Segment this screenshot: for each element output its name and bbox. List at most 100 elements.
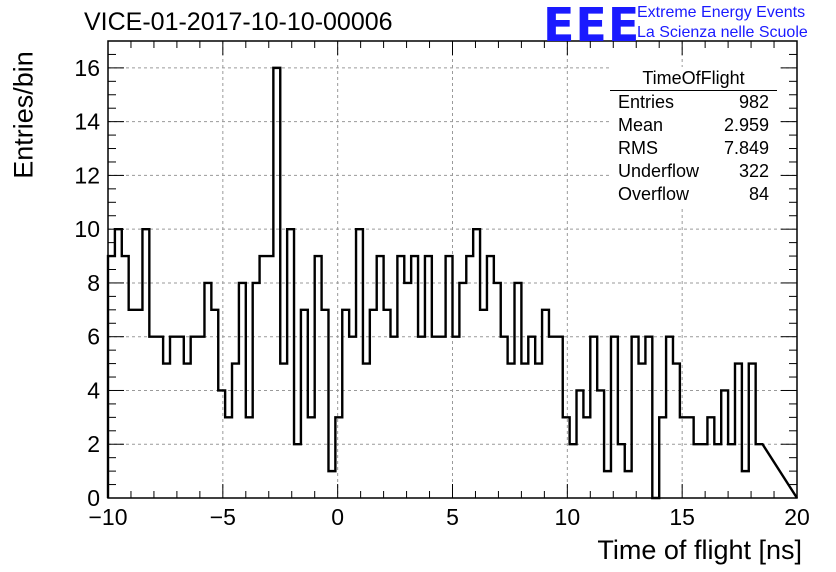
x-axis-label: Time of flight [ns] xyxy=(597,535,802,565)
histogram-bin xyxy=(384,310,391,498)
histogram-bin xyxy=(577,390,584,498)
histogram-bin xyxy=(273,68,280,498)
histogram-bin xyxy=(590,337,597,498)
histogram-bin xyxy=(687,417,694,498)
stats-value: 322 xyxy=(738,161,769,181)
histogram-bin xyxy=(556,337,563,498)
histogram-bin xyxy=(377,256,384,498)
histogram-bin xyxy=(597,390,604,498)
histogram-bin xyxy=(473,229,480,498)
histogram-bin xyxy=(335,417,342,498)
histogram-bin xyxy=(356,229,363,498)
histogram-bin xyxy=(342,310,349,498)
histogram-bin xyxy=(680,417,687,498)
histogram-bin xyxy=(570,444,577,498)
stats-value: 84 xyxy=(748,184,769,204)
histogram-bin xyxy=(666,337,673,498)
histogram-bin xyxy=(721,390,728,498)
plot-frame xyxy=(107,40,798,499)
stats-row-overflow: Overflow 84 xyxy=(610,183,777,206)
histogram-bin xyxy=(301,310,308,498)
histogram-bin xyxy=(749,364,756,498)
histogram-bin xyxy=(211,310,218,498)
histogram-bin xyxy=(501,337,508,498)
histogram-bin xyxy=(714,444,721,498)
histogram-bin xyxy=(756,444,763,498)
histogram-bin xyxy=(425,256,432,498)
y-tick-label: 12 xyxy=(74,162,100,188)
x-tick-label: 10 xyxy=(555,504,581,530)
histogram-bin xyxy=(397,256,404,498)
histogram-bin xyxy=(735,364,742,498)
histogram-bin xyxy=(232,364,239,498)
histogram-bin xyxy=(611,337,618,498)
histogram-bin xyxy=(618,444,625,498)
y-tick-label: 14 xyxy=(74,109,100,135)
histogram-bin xyxy=(466,256,473,498)
logo-line-2: La Scienza nelle Scuole xyxy=(637,24,808,41)
histogram-bin xyxy=(184,364,191,498)
histogram-bin xyxy=(418,337,425,498)
histogram-bin xyxy=(328,471,335,498)
eee-logo: EEE xyxy=(543,0,641,52)
histogram-bin xyxy=(639,364,646,498)
y-axis-label: Entries/bin xyxy=(8,51,39,179)
logo-line-1: Extreme Energy Events xyxy=(637,4,806,21)
histogram-bin xyxy=(287,229,294,498)
stats-row-entries: Entries 982 xyxy=(610,91,777,114)
histogram-bin xyxy=(528,337,535,498)
histogram-bin xyxy=(253,283,260,498)
histogram-bin xyxy=(156,337,163,498)
histogram-bin xyxy=(521,364,528,498)
histogram-bin xyxy=(645,337,652,498)
stats-histogram-name: TimeOfFlight xyxy=(610,67,777,91)
histogram-bin xyxy=(149,337,156,498)
stats-value: 7.849 xyxy=(723,138,769,158)
histogram-bin xyxy=(315,256,322,498)
x-tick-label: −5 xyxy=(210,504,236,530)
histogram-bin xyxy=(239,283,246,498)
histogram-outline xyxy=(106,66,799,500)
histogram-bin xyxy=(535,364,542,498)
x-tick-label: 0 xyxy=(331,504,344,530)
stats-box: TimeOfFlight Entries 982 Mean 2.959 RMS … xyxy=(610,67,777,209)
histogram-bin xyxy=(308,417,315,498)
y-tick-label: 6 xyxy=(87,324,100,350)
histogram-bin xyxy=(142,229,149,498)
histogram-bin xyxy=(191,337,198,498)
stats-value: 982 xyxy=(738,92,769,112)
y-tick-label: 8 xyxy=(87,270,100,296)
x-tick-label: 5 xyxy=(446,504,459,530)
histogram-bin xyxy=(163,364,170,498)
histogram-bin xyxy=(370,310,377,498)
histogram-bin xyxy=(632,337,639,498)
histogram-bin xyxy=(459,283,466,498)
histogram-bin xyxy=(294,444,301,498)
histogram-bin xyxy=(583,417,590,498)
stats-row-underflow: Underflow 322 xyxy=(610,160,777,183)
histogram-bin xyxy=(129,310,136,498)
histogram-bin xyxy=(487,256,494,498)
histogram-bin xyxy=(170,337,177,498)
histogram-bin xyxy=(701,444,708,498)
stats-label: Entries xyxy=(618,92,675,112)
histogram-bin xyxy=(260,256,267,498)
histogram-bin xyxy=(480,310,487,498)
histogram-bin xyxy=(177,337,184,498)
histogram-bin xyxy=(136,310,143,498)
histogram-bin xyxy=(563,417,570,498)
y-tick-label: 0 xyxy=(87,485,100,511)
chart-title: VICE-01-2017-10-10-00006 xyxy=(84,8,393,36)
y-tick-label: 10 xyxy=(74,216,100,242)
x-tick-label: 20 xyxy=(784,504,810,530)
histogram-bin xyxy=(266,256,273,498)
stats-label: Mean xyxy=(618,115,664,135)
histogram-bin xyxy=(508,364,515,498)
stats-label: Underflow xyxy=(618,161,700,181)
histogram-bin xyxy=(673,364,680,498)
stats-label: Overflow xyxy=(618,184,690,204)
histogram-bin xyxy=(225,417,232,498)
histogram-bin xyxy=(322,310,329,498)
histogram-bin xyxy=(432,337,439,498)
y-tick-label: 16 xyxy=(74,55,100,81)
